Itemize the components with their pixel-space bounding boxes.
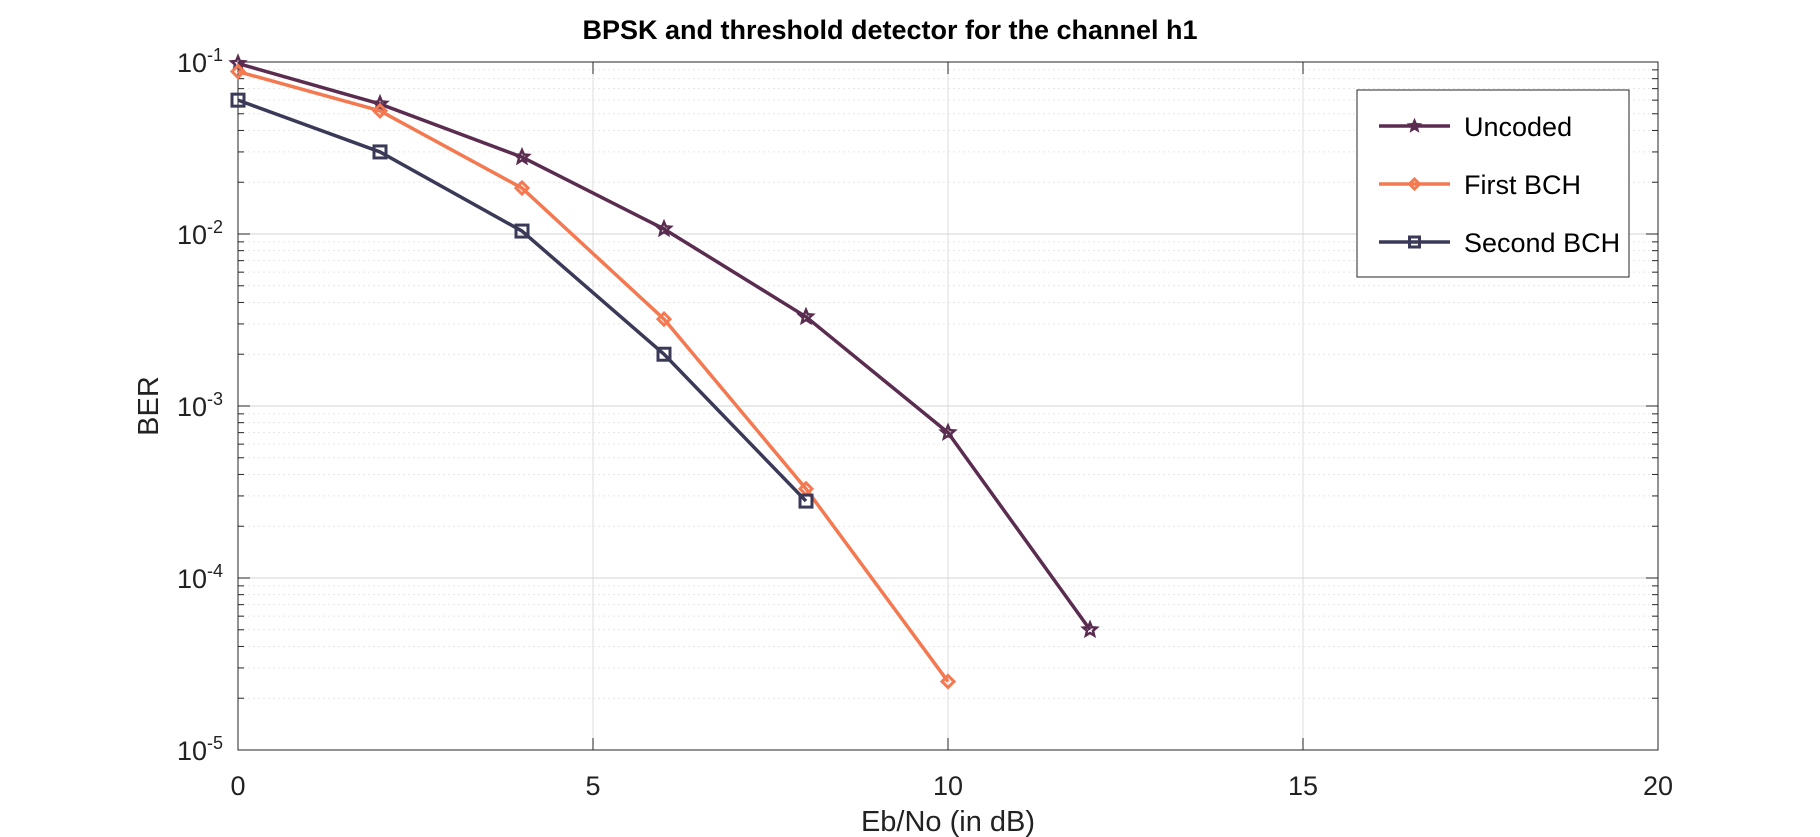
data-point: [230, 92, 246, 108]
data-point: [372, 144, 388, 160]
series-first-bch: [229, 63, 957, 690]
data-point: [513, 179, 531, 197]
x-tick-label: 10: [933, 771, 963, 801]
chart-title: BPSK and threshold detector for the chan…: [582, 15, 1197, 45]
y-tick-labels: 10-5 10-4 10-3 10-2 10-1: [177, 45, 223, 766]
data-point: [229, 63, 247, 80]
data-point: [1080, 619, 1100, 639]
data-point: [371, 102, 389, 119]
series-second-bch: [230, 92, 814, 509]
series-line: [237, 98, 808, 503]
x-tick-label: 20: [1643, 771, 1673, 801]
data-point: [656, 346, 672, 362]
data-point: [370, 93, 390, 113]
plot-frame: [237, 61, 1659, 751]
x-tick-label: 0: [230, 771, 245, 801]
data-point: [938, 422, 958, 441]
x-tick-label: 5: [585, 771, 600, 801]
data-point: [654, 218, 674, 238]
data-point: [796, 306, 816, 326]
legend-marker: [1408, 235, 1421, 249]
x-tick-labels: 0 5 10 15 20: [230, 771, 1673, 801]
data-point: [798, 493, 814, 509]
x-tick-label: 15: [1288, 771, 1318, 801]
legend-label: Second BCH: [1464, 228, 1620, 258]
x-axis-label: Eb/No (in dB): [861, 806, 1035, 837]
y-tick-label: 10-4: [177, 561, 223, 594]
legend-marker: [1407, 176, 1422, 192]
data-point: [512, 146, 532, 166]
legend-label: Uncoded: [1464, 112, 1572, 142]
y-tick-label: 10-2: [177, 217, 223, 250]
data-point: [939, 673, 957, 690]
y-tick-label: 10-1: [177, 45, 223, 78]
y-axis-label: BER: [133, 376, 165, 436]
legend: Uncoded First BCH Second BCH: [1356, 89, 1630, 278]
data-point: [655, 310, 673, 328]
legend-marker: [1406, 117, 1423, 133]
y-tick-label: 10-3: [177, 389, 223, 422]
legend-label: First BCH: [1464, 170, 1581, 200]
series-layer: [228, 53, 1100, 690]
y-tick-label: 10-5: [177, 733, 223, 766]
data-point: [514, 223, 530, 239]
series-line: [237, 69, 950, 683]
